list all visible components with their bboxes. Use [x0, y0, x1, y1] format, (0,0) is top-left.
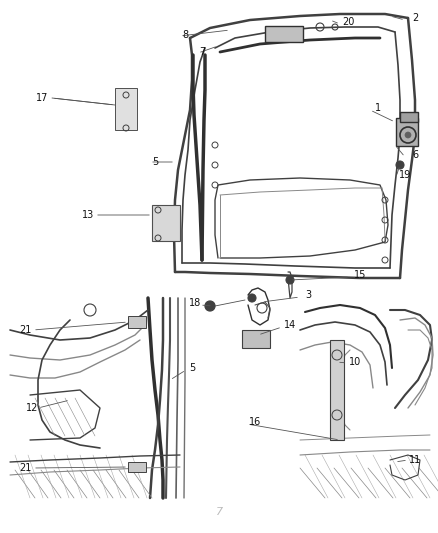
Text: 5: 5 — [152, 157, 158, 167]
Circle shape — [396, 161, 404, 169]
FancyBboxPatch shape — [152, 205, 180, 241]
Circle shape — [129, 319, 135, 325]
Text: 14: 14 — [284, 320, 296, 330]
Text: 11: 11 — [409, 455, 421, 465]
Text: 5: 5 — [189, 363, 195, 373]
Text: 7: 7 — [199, 47, 205, 57]
FancyBboxPatch shape — [330, 340, 344, 440]
Text: 3: 3 — [305, 290, 311, 300]
Text: 12: 12 — [26, 403, 38, 413]
Text: 16: 16 — [249, 417, 261, 427]
Circle shape — [405, 132, 411, 138]
Circle shape — [248, 294, 256, 302]
FancyBboxPatch shape — [128, 316, 146, 328]
Text: 1: 1 — [375, 103, 381, 113]
FancyBboxPatch shape — [128, 462, 146, 472]
Text: 15: 15 — [354, 270, 366, 280]
Circle shape — [245, 335, 251, 341]
Text: 7: 7 — [216, 507, 223, 517]
Text: 21: 21 — [19, 325, 31, 335]
Text: 10: 10 — [349, 357, 361, 367]
FancyBboxPatch shape — [400, 112, 418, 122]
Text: 20: 20 — [342, 17, 354, 27]
Text: 19: 19 — [399, 170, 411, 180]
Circle shape — [205, 301, 215, 311]
Text: 17: 17 — [36, 93, 48, 103]
Text: 2: 2 — [412, 13, 418, 23]
FancyBboxPatch shape — [242, 330, 270, 348]
Circle shape — [129, 464, 135, 470]
FancyBboxPatch shape — [396, 118, 418, 146]
Text: 21: 21 — [19, 463, 31, 473]
Text: 8: 8 — [182, 30, 188, 40]
Circle shape — [286, 276, 294, 284]
FancyBboxPatch shape — [115, 88, 137, 130]
Text: 6: 6 — [412, 150, 418, 160]
FancyBboxPatch shape — [265, 26, 303, 42]
Text: 13: 13 — [82, 210, 94, 220]
Text: 18: 18 — [189, 298, 201, 308]
